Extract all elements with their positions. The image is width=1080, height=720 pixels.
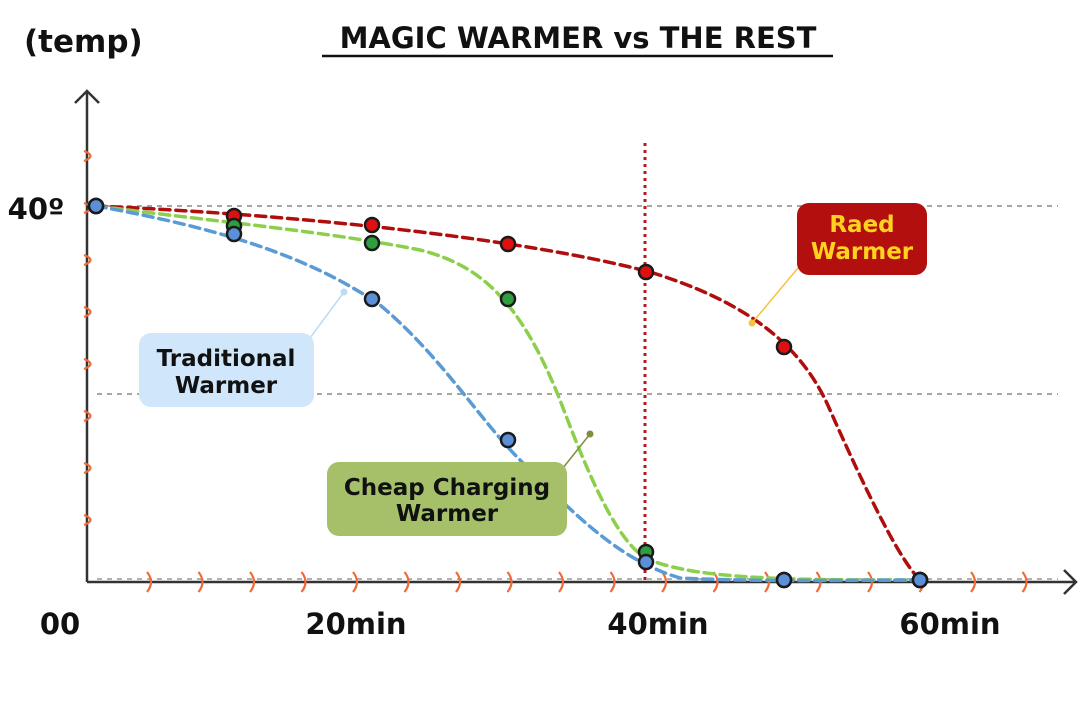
data-point-trad-1 xyxy=(225,225,243,243)
callout-leader-dot-trad xyxy=(340,288,348,296)
y-axis-tick xyxy=(83,149,92,163)
x-axis-tick xyxy=(455,571,462,593)
y-axis-tick xyxy=(83,461,92,475)
callout-box-trad xyxy=(139,333,314,407)
x-axis-tick xyxy=(558,571,565,593)
y-axis-tick xyxy=(83,513,92,527)
data-point-trad-4 xyxy=(637,553,655,571)
callout-leader-dot-raed xyxy=(748,319,756,327)
x-axis-tick xyxy=(300,571,307,593)
data-point-cheap-2 xyxy=(363,234,381,252)
data-point-trad-3 xyxy=(499,431,517,449)
callout-box-cheap xyxy=(327,462,567,536)
callout-label-trad-0: Traditional xyxy=(157,346,296,372)
x-axis-tick xyxy=(403,571,410,593)
callout-leader-raed xyxy=(751,267,799,324)
callout-leader-dot-cheap xyxy=(586,430,594,438)
y-axis-tick xyxy=(83,305,92,319)
series-line-raed xyxy=(94,204,922,582)
callout-label-raed-1: Warmer xyxy=(811,239,914,265)
x-tick-label-3: 60min xyxy=(899,607,1000,641)
chart-title: MAGIC WARMER vs THE REST xyxy=(340,21,817,55)
x-axis-tick xyxy=(146,571,153,593)
x-axis-tick xyxy=(249,571,256,593)
x-axis-tick xyxy=(352,571,359,593)
x-axis-tick xyxy=(1021,571,1028,593)
callout-label-raed-0: Raed xyxy=(829,212,894,238)
x-axis-tick xyxy=(970,571,977,593)
callout-label-cheap-0: Cheap Charging xyxy=(344,475,550,501)
y-axis-arrow xyxy=(74,89,100,104)
x-tick-label-2: 40min xyxy=(607,607,708,641)
data-point-trad-5 xyxy=(775,571,793,589)
data-point-cheap-3 xyxy=(499,290,517,308)
callout-box-raed xyxy=(797,203,927,275)
data-point-trad-2 xyxy=(363,290,381,308)
data-point-trad-0 xyxy=(87,197,105,215)
x-axis-arrow xyxy=(1063,569,1078,595)
y-tick-label-0: 40º xyxy=(8,192,65,226)
callout-label-cheap-1: Warmer xyxy=(396,501,499,527)
x-axis-tick xyxy=(197,571,204,593)
x-axis-tick xyxy=(609,571,616,593)
y-axis-label: (temp) xyxy=(24,24,143,60)
callout-leader-trad xyxy=(309,291,345,339)
data-point-raed-3 xyxy=(499,235,517,253)
y-axis-tick xyxy=(83,253,92,267)
x-tick-label-1: 20min xyxy=(305,607,406,641)
y-axis-tick xyxy=(83,357,92,371)
x-axis-tick xyxy=(506,571,513,593)
data-point-raed-4 xyxy=(637,263,655,281)
callout-label-trad-1: Warmer xyxy=(175,373,278,399)
series-line-cheap xyxy=(94,204,922,582)
y-axis-tick xyxy=(83,409,92,423)
data-point-raed-2 xyxy=(363,216,381,234)
x-axis-tick xyxy=(867,571,874,593)
data-point-trad-6 xyxy=(911,571,929,589)
x-tick-label-0: 00 xyxy=(40,607,80,641)
data-point-raed-5 xyxy=(775,338,793,356)
series-line-trad xyxy=(94,204,922,583)
